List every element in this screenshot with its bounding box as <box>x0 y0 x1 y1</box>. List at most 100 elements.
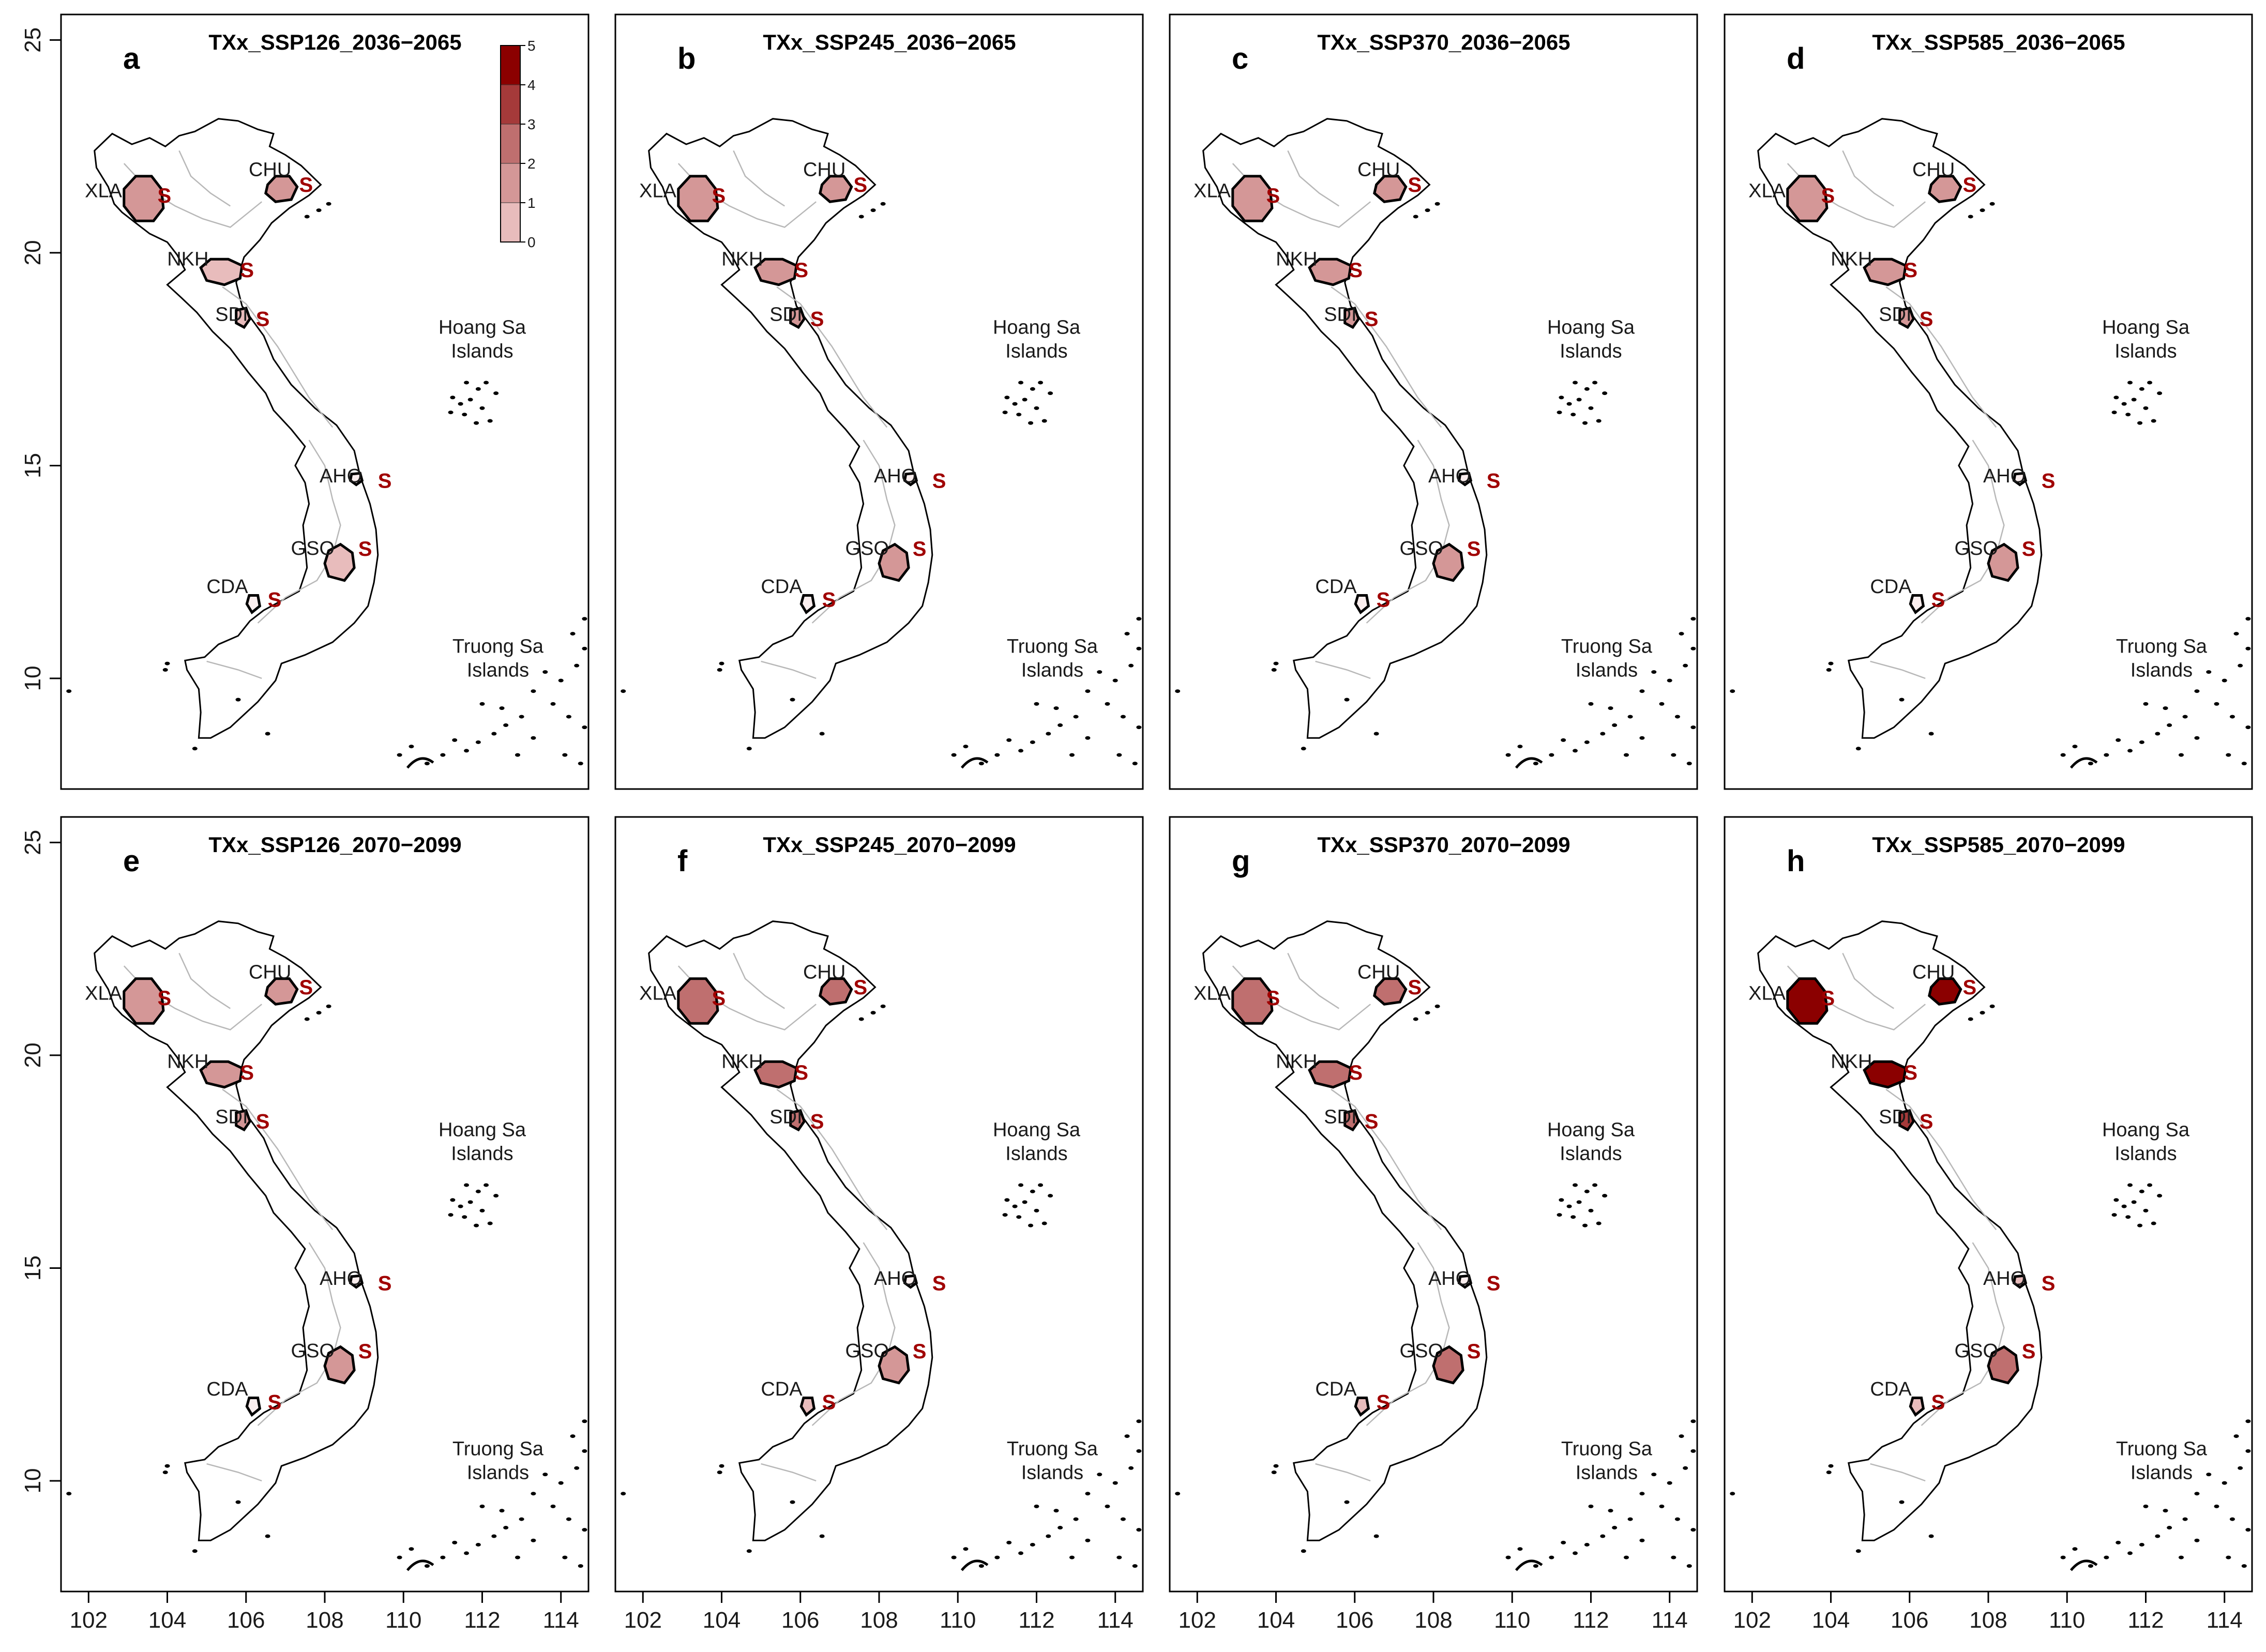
x-tick-label: 106 <box>1336 1608 1373 1633</box>
legend-label: 5 <box>527 38 536 54</box>
river-line <box>1870 1463 1926 1482</box>
island-mark <box>1602 391 1608 396</box>
island-mark <box>1085 689 1091 693</box>
island-mark <box>542 1473 548 1477</box>
island-mark <box>491 732 497 736</box>
island-mark <box>1505 1555 1511 1559</box>
island-mark <box>409 1547 414 1551</box>
island-mark <box>717 668 722 672</box>
river-line <box>1331 286 1442 428</box>
island-mark <box>464 749 470 753</box>
island-mark <box>1588 702 1594 706</box>
island-mark <box>963 1547 969 1551</box>
station-label-cda: CDA <box>206 576 248 598</box>
hoang-sa-label: Hoang Sa <box>993 1119 1081 1141</box>
island-mark <box>1175 1492 1181 1496</box>
station-label-chu: CHU <box>1357 961 1400 983</box>
island-mark <box>1651 1473 1657 1477</box>
island-mark <box>1012 402 1018 406</box>
island-mark <box>1116 753 1122 757</box>
significance-marker: S <box>378 1272 392 1295</box>
island-mark <box>1592 1183 1598 1187</box>
island-mark <box>570 1434 576 1438</box>
island-mark <box>1573 749 1578 753</box>
island-mark <box>1570 413 1576 417</box>
island-mark <box>479 406 485 410</box>
station-label-aho: AHO <box>874 1268 916 1290</box>
island-mark <box>621 689 626 693</box>
station-label-nkh: NKH <box>167 248 208 270</box>
island-mark <box>542 670 548 674</box>
truong-sa-label: Islands <box>1576 660 1638 681</box>
island-mark <box>1561 1540 1566 1544</box>
significance-marker: S <box>913 538 927 560</box>
station-region-gso <box>323 542 356 582</box>
hoang-sa-label: Islands <box>1560 1143 1622 1164</box>
island-mark <box>1112 1481 1118 1485</box>
island-mark <box>448 1213 454 1217</box>
island-mark <box>1828 661 1834 665</box>
significance-marker: S <box>1365 308 1379 331</box>
island-mark <box>2245 1419 2251 1423</box>
legend-swatch <box>500 124 521 164</box>
island-mark <box>265 1534 270 1538</box>
island-mark <box>491 1534 497 1538</box>
island-mark <box>2226 753 2231 757</box>
island-mark <box>1041 1221 1047 1225</box>
island-mark <box>1425 208 1430 213</box>
vietnam-outline <box>648 920 933 1541</box>
island-mark <box>1136 646 1142 650</box>
island-mark <box>1576 1200 1582 1204</box>
island-mark <box>717 1471 722 1475</box>
truong-sa-label: Truong Sa <box>452 1438 544 1460</box>
island-mark <box>566 715 571 719</box>
x-tick-label: 108 <box>1969 1608 2007 1633</box>
station-region-nkh <box>753 1060 798 1089</box>
island-mark <box>1576 398 1582 402</box>
island-mark <box>1046 732 1051 736</box>
island-mark <box>1116 1555 1122 1559</box>
island-mark <box>1588 1504 1594 1508</box>
station-region-chu <box>819 175 853 203</box>
significance-marker: S <box>2022 1340 2036 1363</box>
river-line <box>761 660 817 679</box>
island-mark <box>1034 702 1039 706</box>
significance-marker: S <box>1408 174 1422 196</box>
station-region-cda <box>1354 594 1370 615</box>
x-tick-label: 104 <box>148 1608 186 1633</box>
island-mark <box>2131 398 2137 402</box>
island-mark <box>1069 753 1075 757</box>
x-tick-label: 102 <box>624 1608 662 1633</box>
island-mark <box>1573 1183 1578 1187</box>
island-mark <box>475 740 481 744</box>
island-mark <box>462 1215 467 1219</box>
island-mark <box>2104 1555 2109 1559</box>
island-mark <box>1899 1500 1905 1504</box>
island-mark <box>2088 762 2093 766</box>
island-mark <box>2121 1204 2127 1208</box>
island-mark <box>484 381 489 385</box>
truong-sa-label: Truong Sa <box>452 636 544 658</box>
island-mark <box>235 698 241 702</box>
x-tick-label: 112 <box>464 1608 500 1633</box>
x-tick-label: 114 <box>1652 1608 1688 1633</box>
island-mark <box>1674 1517 1680 1521</box>
island-mark <box>1608 706 1613 710</box>
island-mark <box>1124 632 1130 636</box>
island-mark <box>2155 1534 2161 1538</box>
station-label-sdi: SDI <box>769 1106 802 1128</box>
island-mark <box>1097 670 1102 674</box>
island-mark <box>1413 1017 1418 1021</box>
y-tick-label: 25 <box>20 27 46 53</box>
significance-marker: S <box>712 987 726 1010</box>
island-mark <box>475 1542 481 1547</box>
station-label-chu: CHU <box>249 159 291 180</box>
island-mark <box>1651 670 1657 674</box>
station-label-nkh: NKH <box>167 1051 208 1072</box>
x-tick-label: 112 <box>1018 1608 1054 1633</box>
y-tick-label: 10 <box>20 666 46 691</box>
island-mark <box>1659 1504 1665 1508</box>
vietnam-outline <box>1202 118 1488 739</box>
panel-frame <box>614 816 1144 1593</box>
island-mark <box>515 753 520 757</box>
